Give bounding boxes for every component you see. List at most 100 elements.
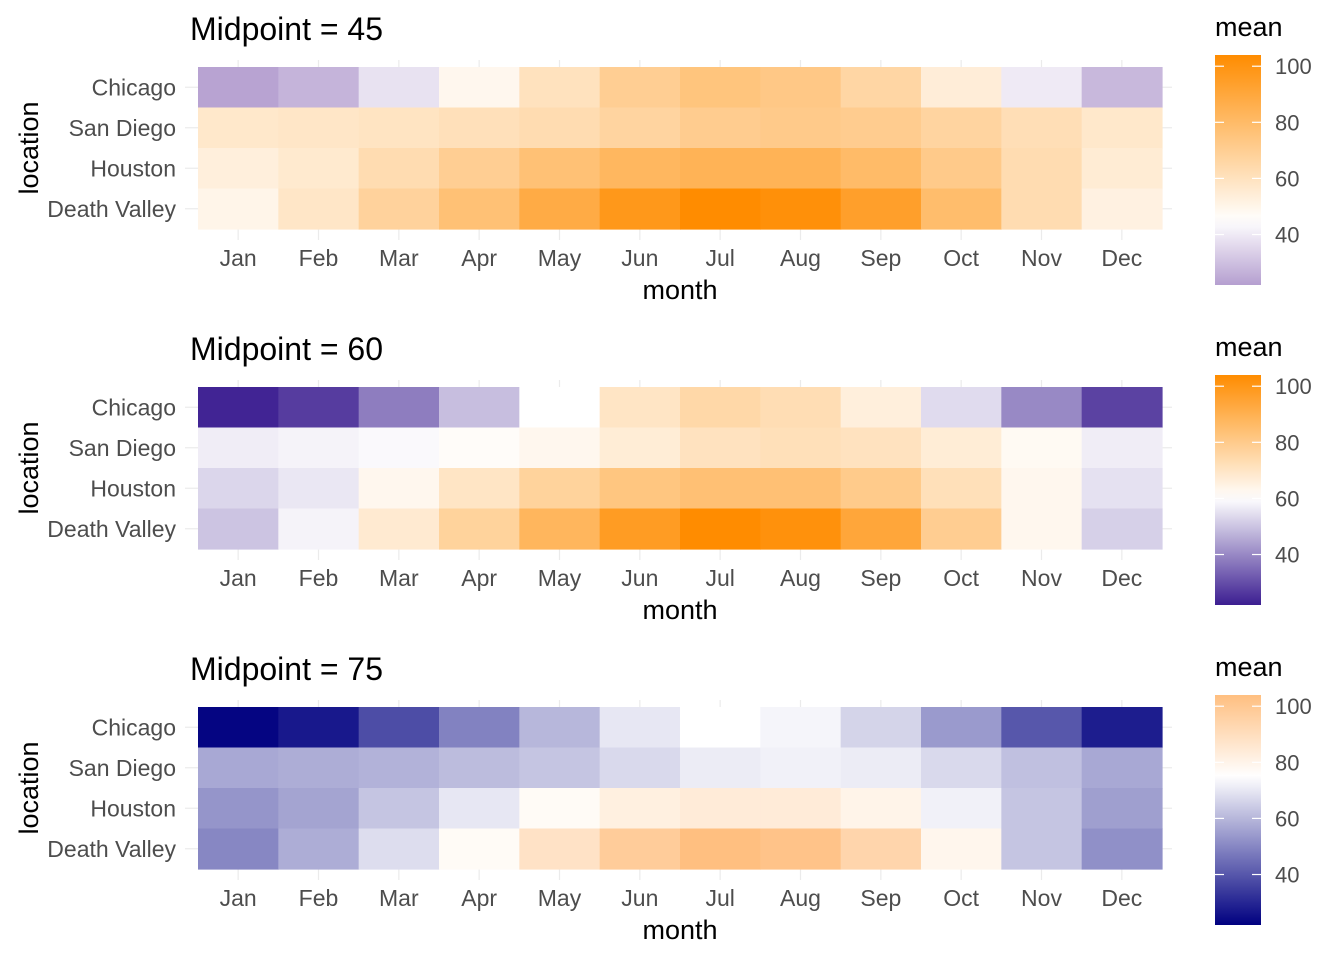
heatmap-tile <box>198 148 279 190</box>
heatmap-tile <box>760 707 842 749</box>
heatmap-tile <box>278 828 360 870</box>
x-tick-label: Apr <box>461 245 497 271</box>
x-tick-label: Jul <box>705 245 734 271</box>
heatmap-tile <box>760 107 842 149</box>
heatmap-tile <box>1081 828 1163 870</box>
legend-colorbar <box>1215 695 1261 925</box>
heatmap-tile <box>358 828 440 870</box>
x-tick-label: Nov <box>1021 245 1062 271</box>
y-tick-label: San Diego <box>69 755 176 781</box>
heatmap-tile <box>278 427 360 469</box>
heatmap-tile <box>278 387 360 429</box>
heatmap-tile <box>358 788 440 830</box>
x-axis-title: month <box>642 915 717 945</box>
heatmap-tile <box>680 188 761 230</box>
heatmap-tile <box>921 508 1002 550</box>
chart-title: Midpoint = 60 <box>190 331 383 367</box>
heatmap-tile <box>278 107 360 149</box>
y-tick-label: Houston <box>90 155 176 181</box>
x-tick-label: Oct <box>943 885 979 911</box>
heatmap-tile <box>840 148 922 190</box>
x-tick-label: Dec <box>1101 565 1142 591</box>
heatmap-tile <box>921 828 1002 870</box>
heatmap-tile <box>760 747 842 789</box>
x-tick-label: Oct <box>943 245 979 271</box>
heatmap-tile <box>680 788 761 830</box>
heatmap-tile <box>680 148 761 190</box>
heatmap-tile <box>599 828 681 870</box>
heatmap-tile <box>278 508 360 550</box>
heatmap-tile <box>921 67 1002 109</box>
heatmap-tile <box>278 148 360 190</box>
heatmap-tile <box>840 107 922 149</box>
heatmap-tile <box>1081 747 1163 789</box>
heatmap-tile <box>1081 427 1163 469</box>
heatmap-tile <box>198 828 279 870</box>
heatmap-tile <box>680 387 761 429</box>
heatmap-tile <box>1081 148 1163 190</box>
heatmap-tile <box>358 188 440 230</box>
heatmap-tile <box>599 387 681 429</box>
heatmap-tile <box>680 747 761 789</box>
heatmap-tile <box>439 387 520 429</box>
heatmap-tile <box>1001 148 1083 190</box>
heatmap-tile <box>599 427 681 469</box>
heatmap-tile <box>680 828 761 870</box>
x-tick-label: Dec <box>1101 885 1142 911</box>
heatmap-tile <box>439 148 520 190</box>
heatmap-tile <box>278 788 360 830</box>
x-tick-label: Jan <box>220 885 257 911</box>
heatmap-tile <box>278 67 360 109</box>
y-tick-label: Chicago <box>92 74 176 100</box>
x-tick-label: Sep <box>860 885 901 911</box>
heatmap-tile <box>599 707 681 749</box>
legend-tick-label: 40 <box>1275 543 1299 568</box>
heatmap-tile <box>760 148 842 190</box>
heatmap-tile <box>439 707 520 749</box>
heatmap-tile <box>840 508 922 550</box>
heatmap-tile <box>278 468 360 510</box>
heatmap-tile <box>840 707 922 749</box>
heatmap-tile <box>439 788 520 830</box>
x-tick-label: Nov <box>1021 885 1062 911</box>
legend-colorbar <box>1215 55 1261 285</box>
legend-tick-label: 80 <box>1275 750 1299 775</box>
heatmap-tile <box>599 747 681 789</box>
heatmap-tile <box>519 427 601 469</box>
x-axis-title: month <box>642 595 717 625</box>
heatmap-tile <box>439 67 520 109</box>
heatmap-tile <box>840 427 922 469</box>
legend-title: mean <box>1215 12 1283 42</box>
heatmap-tile <box>921 427 1002 469</box>
x-tick-label: May <box>538 885 582 911</box>
x-tick-label: May <box>538 245 582 271</box>
heatmap-tile <box>921 188 1002 230</box>
legend-tick-label: 100 <box>1275 54 1312 79</box>
legend-tick-label: 100 <box>1275 374 1312 399</box>
heatmap-tile <box>198 747 279 789</box>
heatmap-tile <box>840 67 922 109</box>
heatmap-tile <box>921 148 1002 190</box>
heatmap-tile <box>519 67 601 109</box>
heatmap-tile <box>921 747 1002 789</box>
legend-tick-label: 100 <box>1275 694 1312 719</box>
heatmap-tile <box>840 468 922 510</box>
x-tick-label: Aug <box>780 565 821 591</box>
heatmap-tile <box>840 828 922 870</box>
heatmap-tile <box>1081 707 1163 749</box>
x-tick-label: Jun <box>621 885 658 911</box>
heatmap-tile <box>1001 427 1083 469</box>
heatmap-tile <box>1001 107 1083 149</box>
heatmap-tile <box>1001 828 1083 870</box>
heatmap-tile <box>439 188 520 230</box>
heatmap-tile <box>840 387 922 429</box>
heatmap-tile <box>599 67 681 109</box>
heatmap-tile <box>519 788 601 830</box>
heatmap-tile <box>1081 788 1163 830</box>
heatmap-tile <box>840 788 922 830</box>
heatmap-tile <box>680 107 761 149</box>
y-tick-label: Houston <box>90 475 176 501</box>
heatmap-tile <box>439 468 520 510</box>
heatmap-tile <box>1001 788 1083 830</box>
